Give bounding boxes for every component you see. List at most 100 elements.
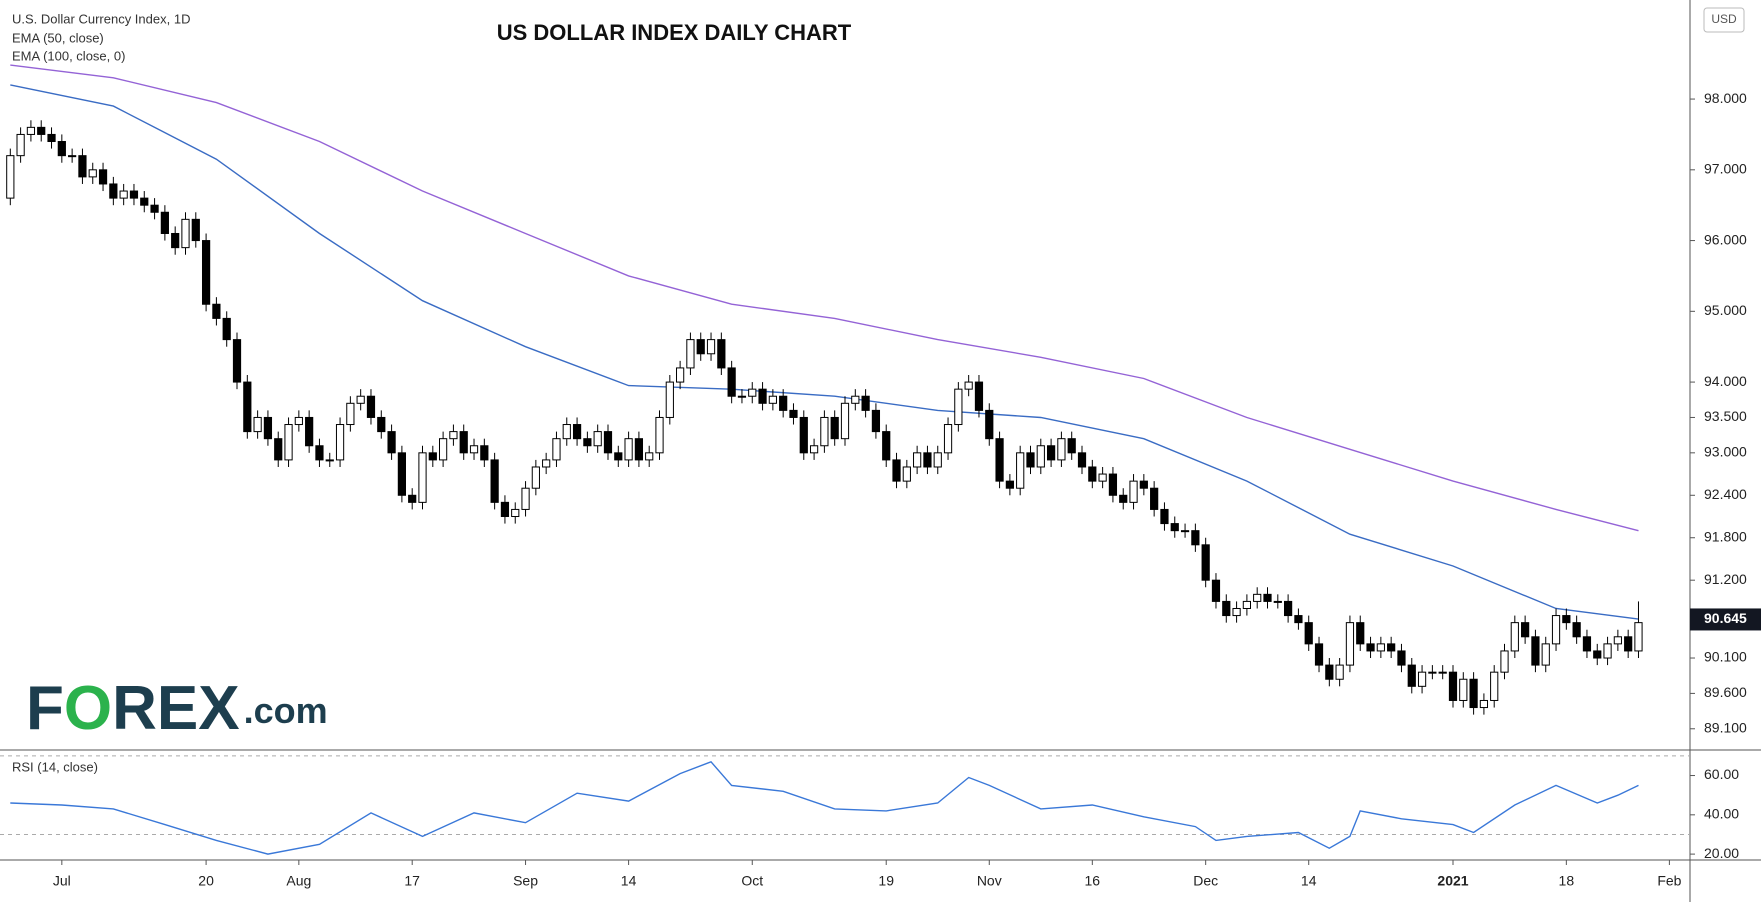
x-tick-label: 14: [621, 873, 637, 889]
candle-body: [253, 416, 262, 433]
candle-body: [150, 204, 159, 213]
candle-body: [624, 438, 633, 461]
x-tick-label: Nov: [977, 873, 1002, 889]
candle-body: [851, 395, 860, 404]
x-tick-label: Aug: [286, 873, 311, 889]
candle-body: [1222, 600, 1231, 617]
candle-body: [140, 197, 149, 206]
candle-body: [418, 452, 427, 503]
candle-body: [593, 431, 602, 447]
y-tick-label: 96.000: [1704, 231, 1747, 247]
candle-body: [686, 339, 695, 369]
y-tick-label: 98.000: [1704, 90, 1747, 106]
candle-body: [212, 303, 221, 319]
y-tick-label: 93.000: [1704, 444, 1747, 460]
candle-body: [995, 438, 1004, 482]
candle-body: [1500, 650, 1509, 673]
candle-body: [1314, 643, 1324, 666]
y-tick-label: 95.000: [1704, 302, 1747, 318]
candle-body: [243, 381, 252, 433]
x-tick-label: 19: [878, 873, 894, 889]
candle-body: [758, 388, 767, 404]
candle-body: [1180, 530, 1190, 533]
candle-body: [16, 133, 25, 157]
candle-body: [861, 395, 870, 411]
candle-body: [305, 416, 314, 447]
candle-body: [840, 402, 850, 440]
candle-body: [1191, 530, 1200, 546]
pane-title: RSI (14, close): [12, 759, 98, 774]
x-tick-label: 18: [1559, 873, 1575, 889]
candle-body: [1541, 643, 1550, 666]
candle-body: [1201, 544, 1210, 581]
x-tick-label: Feb: [1657, 873, 1681, 889]
candle-body: [1253, 593, 1262, 602]
candle-body: [1139, 480, 1148, 489]
candle-body: [1108, 473, 1118, 496]
candle-body: [439, 438, 448, 461]
candle-body: [655, 416, 664, 454]
candle-body: [871, 409, 881, 433]
candle-body: [799, 416, 808, 454]
candle-body: [1510, 622, 1519, 652]
candle-body: [315, 445, 324, 461]
candle-body: [1046, 445, 1056, 461]
candle-body: [634, 438, 644, 461]
logo-suffix: .com: [244, 690, 328, 731]
candle-body: [820, 416, 829, 447]
candle-body: [78, 155, 87, 178]
candle-body: [1160, 508, 1169, 525]
candle-body: [1397, 650, 1406, 666]
candle-body: [1005, 480, 1014, 489]
candle-body: [109, 183, 118, 199]
candle-body: [1325, 664, 1334, 680]
candle-body: [1582, 636, 1592, 652]
candle-body: [768, 395, 777, 404]
candle-body: [1150, 487, 1159, 510]
candle-body: [1428, 671, 1437, 674]
candle-body: [294, 416, 303, 426]
candle-body: [964, 381, 973, 390]
candle-body: [88, 169, 97, 178]
currency-label[interactable]: USD: [1711, 12, 1737, 26]
candle-body: [1119, 494, 1128, 503]
logo: FOREX .com: [26, 674, 328, 743]
candle-body: [397, 452, 406, 496]
candle-body: [356, 395, 365, 404]
candle-body: [387, 431, 396, 454]
y-tick-label: 60.00: [1704, 766, 1739, 782]
logo-part: F: [26, 674, 64, 743]
currency-button[interactable]: [1703, 7, 1745, 33]
candle-body: [1057, 438, 1066, 461]
candle-body: [923, 452, 932, 468]
candle-body: [1490, 671, 1499, 701]
candle-body: [1345, 622, 1355, 666]
candle-body: [696, 339, 705, 355]
x-tick-label: 2021: [1437, 873, 1468, 889]
x-tick-label: Dec: [1193, 873, 1218, 889]
candle-body: [98, 169, 108, 185]
x-tick-label: Jul: [53, 873, 71, 889]
candle-body: [449, 431, 458, 440]
candle-body: [1356, 622, 1365, 645]
candle-body: [1016, 452, 1025, 489]
candle-body: [1273, 600, 1282, 603]
candle-body: [974, 381, 984, 411]
candle-body: [37, 126, 46, 135]
candle-body: [1593, 650, 1602, 659]
candle-body: [779, 395, 788, 411]
x-tick-label: Sep: [513, 873, 538, 889]
candle-body: [68, 155, 77, 158]
y-tick-label: 20.00: [1704, 845, 1739, 861]
candle-body: [490, 459, 499, 503]
candle-body: [809, 445, 819, 454]
candle-body: [1242, 600, 1251, 609]
candle-body: [335, 424, 345, 461]
y-tick-label: 89.600: [1704, 684, 1747, 700]
rsi-line: [10, 760, 1639, 855]
candle-body: [232, 339, 242, 383]
y-tick-label: 97.000: [1704, 161, 1747, 177]
candle-body: [480, 445, 489, 461]
candle-body: [645, 452, 654, 461]
